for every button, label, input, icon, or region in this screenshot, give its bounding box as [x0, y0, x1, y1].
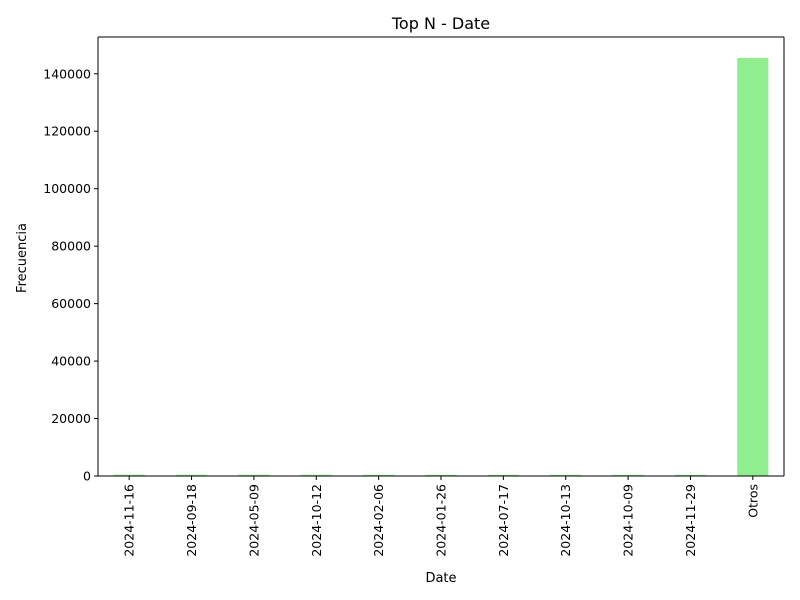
bar: [363, 474, 395, 476]
x-tick-label: 2024-01-26: [434, 484, 449, 557]
x-tick-label: Otros: [745, 484, 760, 518]
bar: [737, 57, 769, 476]
x-tick-label: 2024-10-13: [558, 484, 573, 557]
y-tick-label: 0: [83, 469, 91, 484]
y-tick-label: 120000: [43, 124, 91, 139]
x-tick-label: 2024-11-16: [122, 484, 137, 557]
x-tick-label: 2024-10-09: [621, 484, 636, 557]
bar: [612, 474, 644, 476]
bar: [674, 474, 707, 476]
bar: [425, 474, 457, 476]
bar: [487, 474, 519, 476]
plot-area: 0 20000 40000 60000 80000 100000 120000 140000 2…: [43, 36, 785, 557]
x-tick-label: 2024-09-18: [184, 484, 199, 557]
x-tick-label: 2024-11-29: [683, 484, 698, 557]
x-axis-title: Date: [425, 571, 456, 586]
bar: [113, 474, 145, 476]
y-tick-label: 80000: [51, 239, 91, 254]
y-tick-label: 100000: [43, 181, 91, 196]
chart-title: Top N - Date: [391, 14, 490, 33]
y-tick-label: 20000: [51, 411, 91, 426]
bar: [300, 474, 332, 476]
y-tick-label: 60000: [51, 296, 91, 311]
bar: [238, 474, 270, 476]
bar: [550, 474, 582, 476]
bar: [175, 474, 208, 476]
x-tick-label: 2024-10-12: [309, 484, 324, 557]
x-tick-label: 2024-05-09: [246, 484, 261, 557]
y-tick-label: 140000: [43, 66, 91, 81]
x-tick-label: 2024-02-06: [371, 484, 386, 557]
y-tick-label: 40000: [51, 354, 91, 369]
x-tick-label: 2024-07-17: [496, 484, 511, 557]
y-axis-title: Frecuencia: [15, 223, 30, 293]
